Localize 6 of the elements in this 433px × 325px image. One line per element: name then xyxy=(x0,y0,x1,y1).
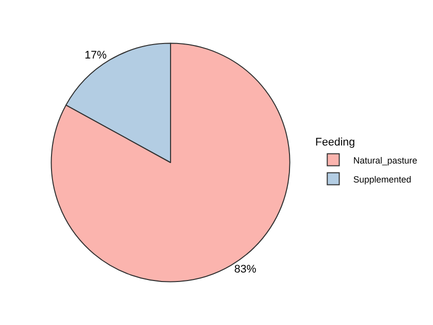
pie-slice xyxy=(50,42,290,282)
legend-label: Natural_pasture xyxy=(353,155,418,166)
legend-label: Supplemented xyxy=(353,174,412,184)
data-label: 83% xyxy=(234,264,256,276)
data-label: 17% xyxy=(84,49,107,62)
legend-title: Feeding xyxy=(315,136,356,148)
